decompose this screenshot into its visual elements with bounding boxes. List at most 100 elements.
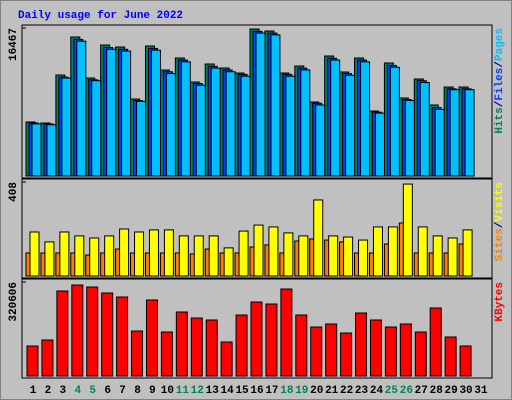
bar bbox=[163, 229, 174, 277]
bar bbox=[315, 104, 326, 177]
bar bbox=[121, 50, 132, 177]
x-tick-label: 14 bbox=[221, 385, 235, 397]
bar bbox=[298, 235, 309, 277]
bar bbox=[223, 247, 234, 277]
legend-entry: Hits bbox=[494, 107, 506, 133]
x-tick-label: 26 bbox=[400, 385, 413, 397]
bar bbox=[295, 314, 308, 377]
bar bbox=[91, 80, 102, 177]
bar bbox=[444, 336, 457, 377]
bar bbox=[429, 307, 442, 377]
bar bbox=[384, 326, 397, 377]
legend-entry: Sites bbox=[494, 228, 506, 261]
x-tick-label: 22 bbox=[340, 385, 353, 397]
bar bbox=[250, 301, 263, 377]
bar bbox=[56, 290, 69, 377]
bar bbox=[399, 323, 412, 377]
x-tick-label: 11 bbox=[176, 385, 190, 397]
y-tick-label: 16467 bbox=[8, 28, 20, 61]
x-tick-label: 1 bbox=[30, 385, 37, 397]
bar bbox=[165, 73, 176, 177]
bar bbox=[205, 319, 218, 377]
x-tick-label: 23 bbox=[355, 385, 369, 397]
bar bbox=[280, 288, 293, 377]
bar bbox=[136, 100, 147, 177]
bar bbox=[61, 77, 72, 177]
bar bbox=[268, 226, 279, 277]
bar bbox=[220, 341, 233, 377]
legend: Hits/Files/Pages bbox=[494, 28, 506, 134]
x-tick-label: 31 bbox=[474, 385, 488, 397]
bar bbox=[402, 183, 413, 277]
bar bbox=[387, 226, 398, 277]
bar bbox=[150, 49, 161, 177]
bar bbox=[106, 48, 117, 177]
bar bbox=[355, 312, 368, 377]
chart-title: Daily usage for June 2022 bbox=[18, 10, 183, 22]
bar bbox=[160, 331, 173, 377]
bar bbox=[104, 235, 115, 277]
bar bbox=[330, 59, 341, 177]
bar bbox=[447, 237, 458, 277]
bar bbox=[31, 123, 42, 177]
legend-separator: / bbox=[494, 61, 506, 68]
bar bbox=[26, 345, 39, 377]
bar bbox=[389, 66, 400, 177]
bar bbox=[464, 89, 475, 177]
x-tick-label: 5 bbox=[89, 385, 96, 397]
bar bbox=[253, 224, 264, 277]
bar bbox=[59, 231, 70, 277]
bar bbox=[265, 303, 278, 377]
bar bbox=[190, 317, 203, 377]
bar bbox=[328, 235, 339, 277]
bar bbox=[208, 235, 219, 277]
bar bbox=[195, 84, 206, 177]
x-tick-label: 17 bbox=[265, 385, 278, 397]
bar bbox=[41, 339, 54, 377]
bar bbox=[325, 323, 338, 377]
bar bbox=[71, 284, 84, 377]
bar bbox=[238, 230, 249, 277]
legend-separator: / bbox=[494, 100, 506, 107]
bar bbox=[180, 61, 191, 177]
bar bbox=[300, 69, 311, 177]
x-tick-label: 19 bbox=[295, 385, 308, 397]
x-tick-label: 13 bbox=[206, 385, 220, 397]
legend-separator: / bbox=[494, 221, 506, 228]
legend-entry: Visits bbox=[494, 182, 506, 222]
bar bbox=[255, 32, 266, 177]
x-tick-label: 28 bbox=[430, 385, 444, 397]
x-tick-label: 8 bbox=[134, 385, 141, 397]
bar bbox=[360, 61, 371, 177]
bar bbox=[449, 89, 460, 177]
x-tick-label: 15 bbox=[235, 385, 249, 397]
bar bbox=[145, 299, 158, 377]
x-tick-label: 2 bbox=[45, 385, 52, 397]
y-tick-label: 408 bbox=[8, 182, 20, 202]
y-tick-label: 320606 bbox=[8, 282, 20, 322]
bar bbox=[434, 108, 445, 177]
bar bbox=[235, 314, 248, 377]
bar bbox=[44, 241, 55, 277]
x-tick-label: 20 bbox=[310, 385, 323, 397]
bar bbox=[175, 311, 188, 377]
x-tick-label: 21 bbox=[325, 385, 339, 397]
bar bbox=[358, 239, 369, 277]
bar bbox=[240, 75, 251, 177]
x-tick-label: 9 bbox=[149, 385, 156, 397]
bar bbox=[419, 82, 430, 177]
bar bbox=[404, 100, 415, 177]
x-tick-label: 6 bbox=[104, 385, 111, 397]
bar bbox=[116, 296, 129, 377]
bar bbox=[372, 226, 383, 277]
bar bbox=[270, 34, 281, 177]
x-tick-label: 10 bbox=[161, 385, 174, 397]
bar bbox=[414, 331, 427, 377]
bar bbox=[283, 232, 294, 277]
x-tick-label: 29 bbox=[445, 385, 458, 397]
bar bbox=[89, 237, 100, 277]
legend-entry: Pages bbox=[494, 28, 506, 61]
bar bbox=[131, 330, 144, 377]
bar bbox=[178, 235, 189, 277]
bar bbox=[285, 75, 296, 177]
